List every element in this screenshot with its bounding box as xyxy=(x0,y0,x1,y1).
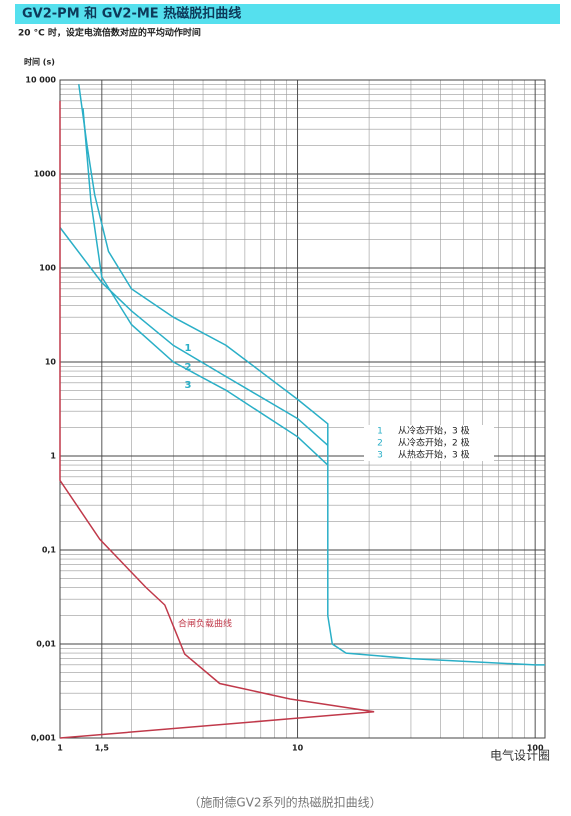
x-tick-label: 1 xyxy=(57,744,63,753)
y-tick-label: 1000 xyxy=(34,170,57,179)
legend-label: 从冷态开始，2 极 xyxy=(398,437,470,449)
series-line xyxy=(59,227,329,446)
series-line xyxy=(78,84,545,666)
curve-label: 1 xyxy=(185,343,192,354)
curve-label: 3 xyxy=(185,380,192,391)
legend-bg xyxy=(364,425,494,437)
x-tick-label: 10 xyxy=(292,744,304,753)
legend-number: 3 xyxy=(377,451,383,461)
watermark: 电气设计圈 xyxy=(490,748,550,763)
y-tick-label: 0,01 xyxy=(36,640,56,649)
y-tick-label: 0,1 xyxy=(42,546,57,555)
curve-name: 合闸负载曲线 xyxy=(178,618,232,630)
legend-label: 从热态开始，3 极 xyxy=(398,449,470,461)
grid xyxy=(59,79,546,739)
x-tick-label: 100 xyxy=(527,744,544,753)
y-tick-label: 10 000 xyxy=(25,76,56,85)
x-tick-label: 1,5 xyxy=(95,744,110,753)
legend-bg xyxy=(364,437,494,449)
caption: （施耐德GV2系列的热磁脱扣曲线） xyxy=(188,795,381,810)
legend-number: 1 xyxy=(377,427,383,437)
legend-number: 2 xyxy=(377,439,383,449)
title-bar xyxy=(15,4,560,24)
y-tick-label: 0,001 xyxy=(31,734,57,743)
curve-label: 2 xyxy=(185,362,192,373)
legend-bg xyxy=(364,449,494,461)
y-tick-label: 1 xyxy=(50,452,56,461)
y-tick-label: 10 xyxy=(45,358,57,367)
subtitle: 20 °C 时，设定电流倍数对应的平均动作时间 xyxy=(18,27,201,39)
y-tick-label: 100 xyxy=(39,264,56,273)
y-axis-label: 时间 (s) xyxy=(24,57,55,67)
legend-label: 从冷态开始，3 极 xyxy=(398,425,470,437)
series-line xyxy=(59,100,375,739)
series-line xyxy=(82,108,329,466)
plot-frame xyxy=(59,79,546,739)
chart-title: GV2-PM 和 GV2-ME 热磁脱扣曲线 xyxy=(22,6,241,22)
plot xyxy=(59,84,545,739)
